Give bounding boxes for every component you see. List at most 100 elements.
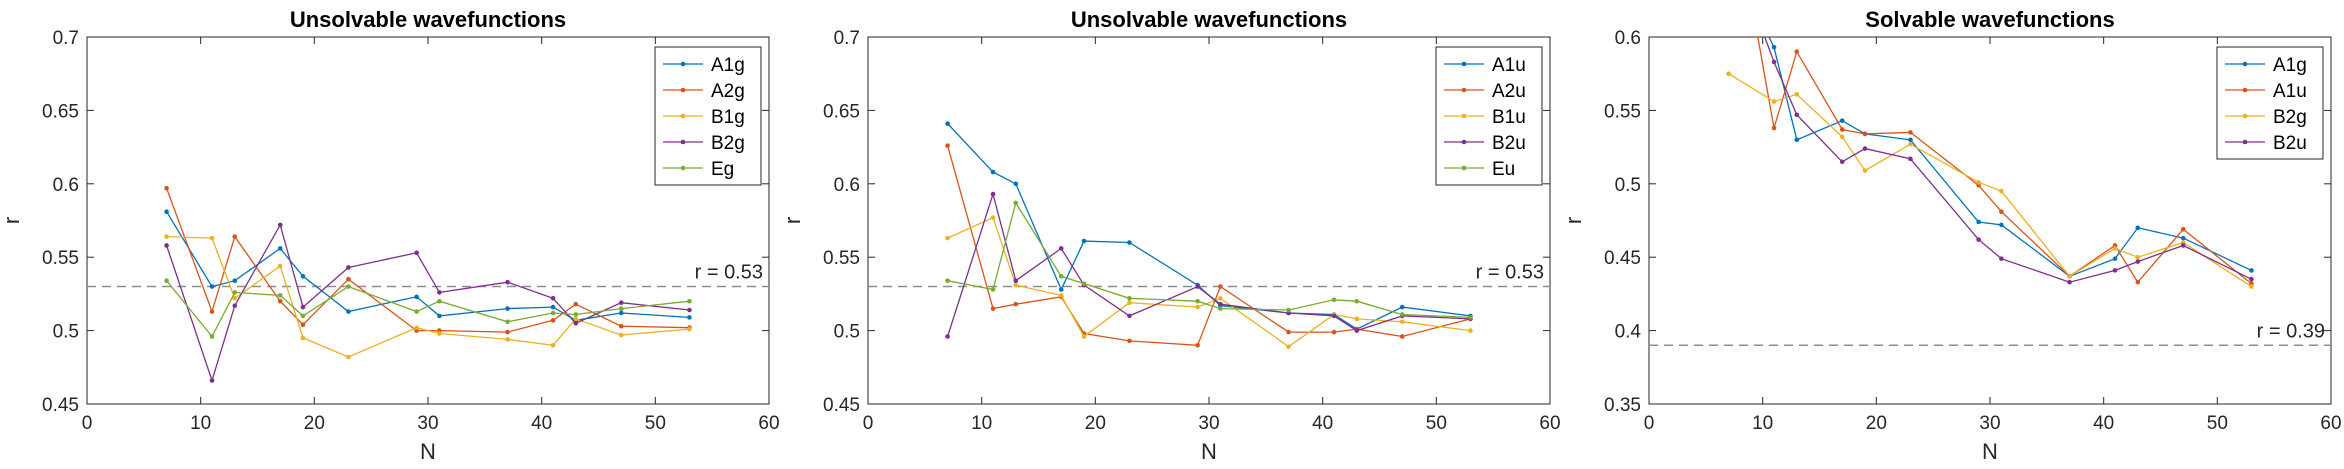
data-point-b2g <box>1726 71 1731 76</box>
legend-marker <box>1461 139 1467 145</box>
data-point-b2u <box>2135 259 2141 264</box>
x-tick-label: 0 <box>1644 413 1655 434</box>
data-point-b1g <box>346 354 351 360</box>
data-point-eu <box>945 278 950 283</box>
data-point-eg <box>164 278 169 283</box>
data-point-b1g <box>232 296 238 301</box>
data-point-a1u <box>2135 279 2141 285</box>
data-point-a1g <box>2180 235 2186 241</box>
x-tick-label: 0 <box>863 413 874 434</box>
data-point-a1u <box>1839 127 1845 132</box>
legend-marker <box>680 113 686 119</box>
legend-label: A1u <box>1492 55 1526 76</box>
y-tick-label: 0.6 <box>834 175 860 196</box>
legend-marker <box>1461 61 1467 67</box>
data-point-eg <box>209 334 215 339</box>
data-point-b1g <box>164 234 169 239</box>
data-point-b2u <box>990 191 996 197</box>
data-point-b2g <box>1794 91 1800 97</box>
data-point-a2g <box>573 301 579 307</box>
data-point-a1g <box>1839 118 1845 123</box>
data-point-b1u <box>1218 296 1223 301</box>
data-point-b2g <box>1862 168 1868 173</box>
data-point-b1g <box>209 235 215 241</box>
x-tick-label: 40 <box>1312 413 1333 434</box>
data-point-b2g <box>618 300 624 306</box>
x-tick-label: 20 <box>1085 413 1106 434</box>
legend-label: A2g <box>711 81 745 102</box>
y-axis-label: r <box>780 217 805 224</box>
reference-line-label: r = 0.53 <box>1476 262 1544 284</box>
data-point-b2g <box>414 250 419 256</box>
data-point-b2g <box>164 243 169 248</box>
chart-panel-2: Unsolvable wavefunctions 0 10 20 30 40 50 60 0.4… <box>780 7 1561 464</box>
data-point-a2g <box>618 323 624 329</box>
legend-label: B1g <box>711 107 745 128</box>
data-point-a2g <box>164 185 169 191</box>
data-point-a2u <box>1218 284 1223 289</box>
y-tick-label: 0.45 <box>42 395 79 416</box>
data-point-eu <box>1127 296 1132 301</box>
data-point-b1g <box>505 337 510 342</box>
data-point-a2g <box>209 309 215 314</box>
data-point-eu <box>990 287 996 292</box>
data-point-b1u <box>1195 304 1200 310</box>
data-point-b2u <box>1976 237 1981 242</box>
data-point-eg <box>346 284 351 289</box>
data-point-a1u <box>990 169 996 175</box>
data-point-a1g <box>550 304 556 310</box>
chart-panel-1: Unsolvable wavefunctions 0 10 20 30 40 50 60 0.4… <box>0 7 780 464</box>
legend-label: Eu <box>1492 159 1515 180</box>
data-point-b2u <box>1127 313 1132 319</box>
reference-line-label: r = 0.53 <box>695 262 763 284</box>
x-axis-label: N <box>1982 439 1998 464</box>
data-point-a1g <box>346 309 351 314</box>
data-point-b1u <box>990 215 996 220</box>
data-point-b2g <box>2249 284 2254 289</box>
legend: A1g A2g B1g B2g Eg <box>654 46 762 186</box>
data-point-eu <box>1195 298 1200 304</box>
series-group <box>164 185 692 383</box>
data-point-b2g <box>437 290 442 295</box>
data-point-a1u <box>1058 287 1064 292</box>
data-point-b2g <box>346 265 351 270</box>
data-point-b2g <box>687 307 692 313</box>
data-point-b2g <box>2067 273 2072 279</box>
data-point-eg <box>232 290 238 295</box>
data-point-b2g <box>232 303 238 308</box>
y-tick-label: 0.6 <box>1615 28 1641 49</box>
y-tick-label: 0.45 <box>1604 248 1641 269</box>
data-point-eg <box>300 313 306 319</box>
data-point-a1g <box>1749 0 1754 3</box>
data-point-a1g <box>1999 222 2004 228</box>
chart-panel-3: Solvable wavefunctions 0 10 20 30 40 50 60 0.35 0… <box>1561 0 2342 464</box>
data-point-b1g <box>277 263 283 269</box>
y-tick-label: 0.7 <box>53 28 79 49</box>
x-tick-label: 10 <box>190 413 211 434</box>
data-point-a2u <box>1127 338 1132 344</box>
legend-marker <box>680 87 686 93</box>
x-axis-label: N <box>420 439 436 464</box>
data-point-b2g <box>209 378 215 383</box>
x-tick-label: 10 <box>1752 413 1773 434</box>
chart-title: Unsolvable wavefunctions <box>1071 7 1347 32</box>
data-point-b2g <box>2112 246 2118 251</box>
data-point-b2u <box>1862 146 1868 151</box>
y-tick-label: 0.5 <box>1615 175 1641 196</box>
y-axis-label: r <box>0 217 24 224</box>
chart-title: Unsolvable wavefunctions <box>290 7 566 32</box>
x-tick-label: 40 <box>2093 413 2114 434</box>
legend-label: A1g <box>2273 55 2307 76</box>
series-group <box>1726 0 2254 289</box>
legend-marker <box>1461 165 1467 171</box>
data-point-a2u <box>1399 334 1405 339</box>
data-point-a1g <box>505 306 510 311</box>
x-tick-label: 20 <box>304 413 325 434</box>
data-point-a1g <box>232 278 238 283</box>
data-point-b1u <box>1354 316 1360 322</box>
data-point-a1g <box>300 273 306 279</box>
data-point-b2g <box>277 222 283 228</box>
data-point-a1g <box>618 310 624 316</box>
data-point-a1u <box>1908 130 1913 135</box>
y-tick-label: 0.65 <box>42 101 79 122</box>
